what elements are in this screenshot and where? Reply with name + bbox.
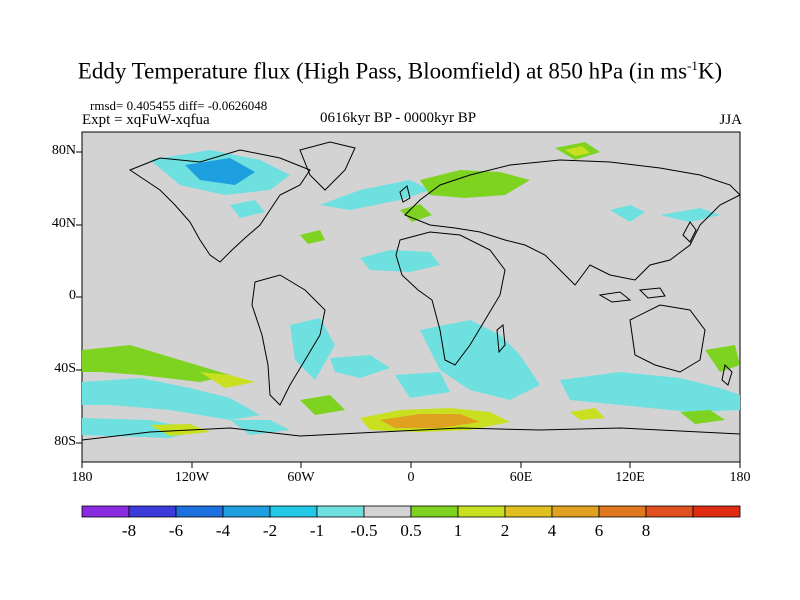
axis-ticks — [76, 151, 741, 468]
colorbar-swatch — [551, 505, 600, 518]
colorbar-label: 8 — [641, 521, 651, 540]
period-label: 0616kyr BP - 0000kyr BP — [320, 110, 477, 126]
colorbar-swatch — [504, 505, 553, 518]
colorbar-swatch — [598, 505, 647, 518]
map-title: Eddy Temperature flux (High Pass, Bloomf… — [77, 58, 723, 84]
colorbar-swatch — [363, 505, 412, 518]
lat-tick-label: 40N — [51, 216, 76, 231]
colorbar-label: 4 — [547, 521, 557, 540]
lon-tick-label: 180 — [729, 470, 751, 485]
lon-tick-label: 0 — [407, 470, 415, 485]
lon-tick-label: 60W — [287, 470, 315, 485]
experiment-label: Expt = xqFuW-xqfua — [82, 112, 210, 128]
colorbar-swatch — [222, 505, 271, 518]
colorbar-label: -0.5 — [350, 521, 378, 540]
colorbar-label: 2 — [500, 521, 510, 540]
colorbar-label: -1 — [309, 521, 325, 540]
colorbar-label: -8 — [121, 521, 137, 540]
colorbar-swatch — [175, 505, 224, 518]
colorbar-swatch — [692, 505, 741, 518]
lon-tick-label: 180 — [71, 470, 93, 485]
lat-tick-label: 40S — [54, 361, 76, 376]
colorbar-label: 0.5 — [400, 521, 422, 540]
colorbar-label: -4 — [215, 521, 231, 540]
stats-text: rmsd= 0.405455 diff= -0.0626048 — [90, 98, 268, 113]
colorbar-label: -6 — [168, 521, 184, 540]
coastlines — [81, 141, 741, 441]
colorbar-swatch — [81, 505, 130, 518]
lat-tick-label: 80S — [54, 434, 76, 449]
lon-tick-label: 120W — [174, 470, 210, 485]
lat-tick-label: 80N — [51, 143, 76, 158]
anomaly-shading — [82, 142, 740, 438]
colorbar-swatch — [269, 505, 318, 518]
colorbar-swatch — [457, 505, 506, 518]
colorbar — [81, 505, 741, 518]
lon-tick-label: 120E — [615, 470, 645, 485]
lon-tick-label: 60E — [509, 470, 533, 485]
colorbar-label: 1 — [453, 521, 463, 540]
colorbar-label: -2 — [262, 521, 278, 540]
colorbar-swatch — [410, 505, 459, 518]
colorbar-swatch — [128, 505, 177, 518]
season-label: JJA — [719, 112, 742, 128]
colorbar-label: 6 — [594, 521, 604, 540]
lat-tick-label: 0 — [69, 288, 76, 303]
colorbar-swatch — [645, 505, 694, 518]
colorbar-swatch — [316, 505, 365, 518]
